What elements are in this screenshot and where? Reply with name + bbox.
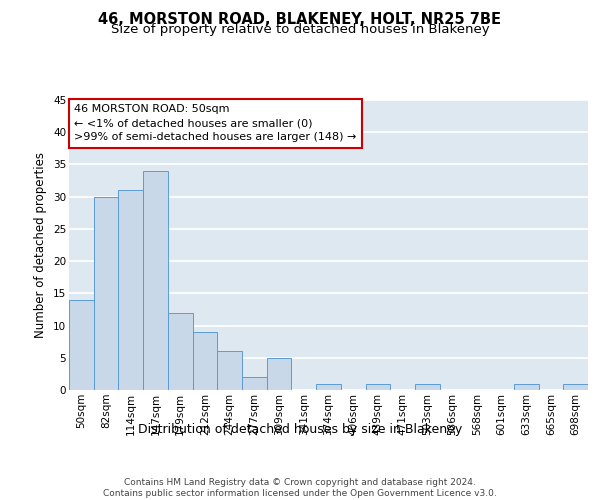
Text: Distribution of detached houses by size in Blakeney: Distribution of detached houses by size … xyxy=(138,422,462,436)
Bar xyxy=(143,171,168,390)
Bar xyxy=(94,196,118,390)
Bar xyxy=(316,384,341,390)
Bar xyxy=(514,384,539,390)
Bar xyxy=(267,358,292,390)
Text: Contains HM Land Registry data © Crown copyright and database right 2024.
Contai: Contains HM Land Registry data © Crown c… xyxy=(103,478,497,498)
Bar xyxy=(193,332,217,390)
Bar xyxy=(217,352,242,390)
Text: Size of property relative to detached houses in Blakeney: Size of property relative to detached ho… xyxy=(110,22,490,36)
Text: 46, MORSTON ROAD, BLAKENEY, HOLT, NR25 7BE: 46, MORSTON ROAD, BLAKENEY, HOLT, NR25 7… xyxy=(98,12,502,28)
Bar xyxy=(563,384,588,390)
Bar xyxy=(415,384,440,390)
Bar xyxy=(242,377,267,390)
Bar xyxy=(365,384,390,390)
Bar xyxy=(168,312,193,390)
Text: 46 MORSTON ROAD: 50sqm
← <1% of detached houses are smaller (0)
>99% of semi-det: 46 MORSTON ROAD: 50sqm ← <1% of detached… xyxy=(74,104,356,142)
Y-axis label: Number of detached properties: Number of detached properties xyxy=(34,152,47,338)
Bar xyxy=(118,190,143,390)
Bar xyxy=(69,300,94,390)
